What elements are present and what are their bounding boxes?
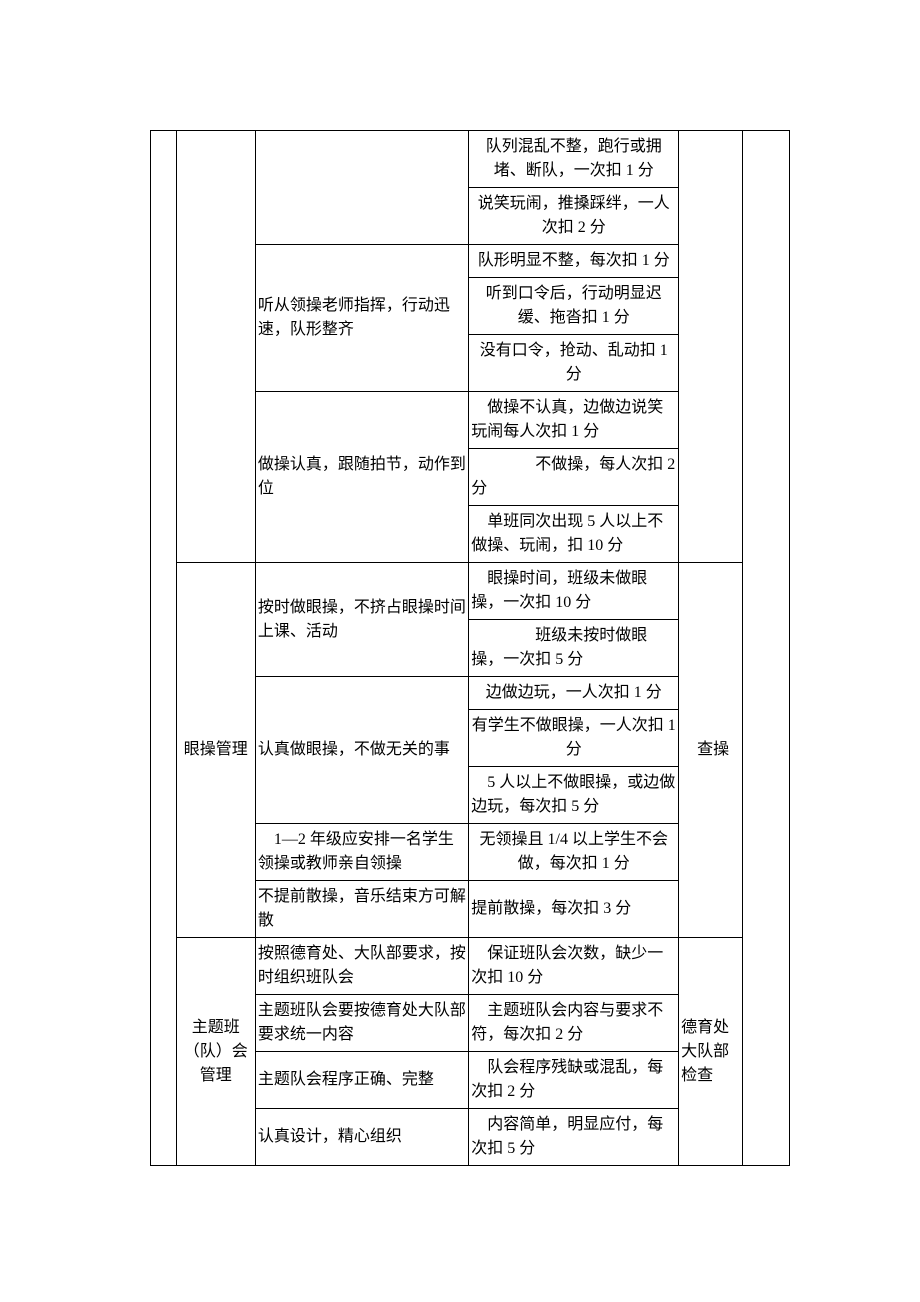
checker-cell: 德育处大队部检查: [679, 938, 743, 1166]
requirement-cell: 认真做眼操，不做无关的事: [255, 677, 468, 824]
criteria-cell: 5 人以上不做眼操，或边做边玩，每次扣 5 分: [469, 767, 679, 824]
criteria-cell: 眼操时间，班级未做眼操，一次扣 10 分: [469, 563, 679, 620]
checker-cell: 查操: [679, 563, 743, 938]
col-a-span: [151, 131, 177, 1166]
criteria-cell: 班级未按时做眼操，一次扣 5 分: [469, 620, 679, 677]
table-row: 主题班（队）会管理按照德育处、大队部要求，按时组织班队会 保证班队会次数，缺少一…: [151, 938, 790, 995]
table-row: 队列混乱不整，跑行或拥堵、断队，一次扣 1 分: [151, 131, 790, 188]
requirement-cell: 听从领操老师指挥，行动迅速，队形整齐: [255, 245, 468, 392]
criteria-cell: 队列混乱不整，跑行或拥堵、断队，一次扣 1 分: [469, 131, 679, 188]
criteria-cell: 无领操且 1/4 以上学生不会做，每次扣 1 分: [469, 824, 679, 881]
requirement-cell: 1—2 年级应安排一名学生领操或教师亲自领操: [255, 824, 468, 881]
requirement-cell: 认真设计，精心组织: [255, 1109, 468, 1166]
requirement-cell: 做操认真，跟随拍节，动作到位: [255, 392, 468, 563]
col-c-span-1: [255, 131, 468, 245]
criteria-cell: 有学生不做眼操，一人次扣 1 分: [469, 710, 679, 767]
category-cell: 眼操管理: [176, 563, 255, 938]
table-row: 眼操管理按时做眼操，不挤占眼操时间上课、活动 眼操时间，班级未做眼操，一次扣 1…: [151, 563, 790, 620]
col-e-span-1: [679, 131, 743, 563]
criteria-cell: 主题班队会内容与要求不符，每次扣 2 分: [469, 995, 679, 1052]
criteria-cell: 提前散操，每次扣 3 分: [469, 881, 679, 938]
requirement-cell: 不提前散操，音乐结束方可解散: [255, 881, 468, 938]
criteria-cell: 不做操，每人次扣 2 分: [469, 449, 679, 506]
rubric-table: 队列混乱不整，跑行或拥堵、断队，一次扣 1 分 说笑玩闹，推搡踩绊，一人次扣 2…: [150, 130, 790, 1166]
criteria-cell: 边做边玩，一人次扣 1 分: [469, 677, 679, 710]
criteria-cell: 做操不认真，边做边说笑玩闹每人次扣 1 分: [469, 392, 679, 449]
criteria-cell: 内容简单，明显应付，每次扣 5 分: [469, 1109, 679, 1166]
criteria-cell: 说笑玩闹，推搡踩绊，一人次扣 2 分: [469, 188, 679, 245]
criteria-cell: 保证班队会次数，缺少一次扣 10 分: [469, 938, 679, 995]
document-page: 队列混乱不整，跑行或拥堵、断队，一次扣 1 分 说笑玩闹，推搡踩绊，一人次扣 2…: [0, 0, 920, 1216]
criteria-cell: 队会程序残缺或混乱，每次扣 2 分: [469, 1052, 679, 1109]
criteria-cell: 队形明显不整，每次扣 1 分: [469, 245, 679, 278]
criteria-cell: 没有口令，抢动、乱动扣 1 分: [469, 335, 679, 392]
requirement-cell: 按时做眼操，不挤占眼操时间上课、活动: [255, 563, 468, 677]
category-cell: 主题班（队）会管理: [176, 938, 255, 1166]
col-f-span: [743, 131, 790, 1166]
requirement-cell: 按照德育处、大队部要求，按时组织班队会: [255, 938, 468, 995]
col-b-span-1: [176, 131, 255, 563]
criteria-cell: 听到口令后，行动明显迟缓、拖沓扣 1 分: [469, 278, 679, 335]
criteria-cell: 单班同次出现 5 人以上不做操、玩闹，扣 10 分: [469, 506, 679, 563]
requirement-cell: 主题班队会要按德育处大队部要求统一内容: [255, 995, 468, 1052]
requirement-cell: 主题队会程序正确、完整: [255, 1052, 468, 1109]
